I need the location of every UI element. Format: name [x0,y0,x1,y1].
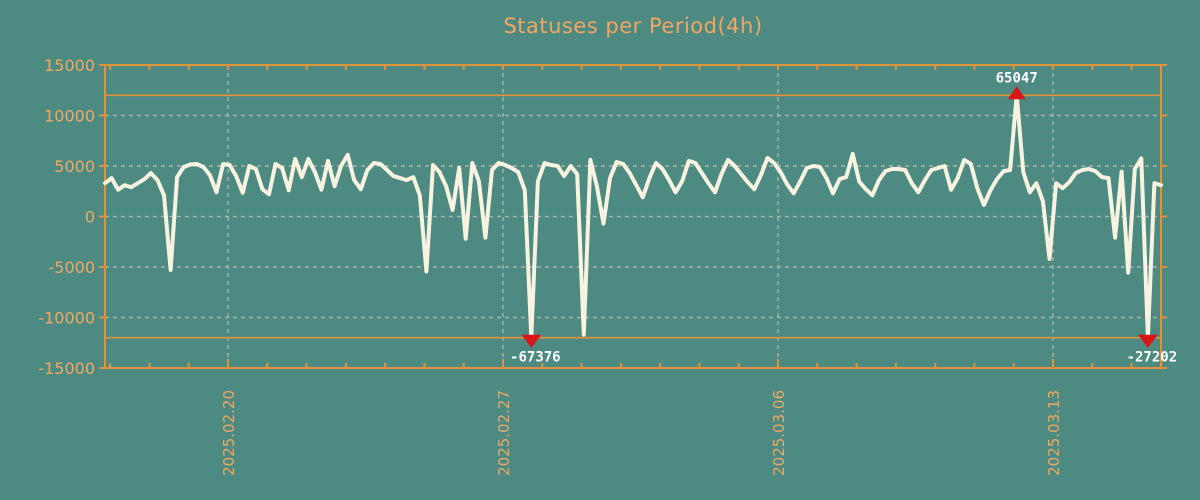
chart-title: Statuses per Period(4h) [503,14,763,38]
x-axis-label-2025.03.13: 2025.03.13 [1045,390,1063,476]
clip-marker-up-icon [1007,86,1026,100]
clip-marker-down-icon [1137,334,1158,348]
x-axis-label-2025.02.20: 2025.02.20 [220,390,238,476]
y-axis-label-10000: 10000 [44,107,95,126]
y-axis-label--5000: -5000 [49,258,96,277]
y-axis-label--10000: -10000 [38,309,95,328]
clip-marker-down-icon [521,334,542,348]
x-axis-label-2025.03.06: 2025.03.06 [770,390,788,476]
y-axis-label-0: 0 [85,208,95,227]
annotation-value--67376: -67376 [510,350,561,366]
annotation-value-65047: 65047 [996,70,1038,86]
x-axis-label-2025.02.27: 2025.02.27 [495,390,513,476]
annotation-value--27202: -27202 [1127,350,1178,366]
y-axis-label--15000: -15000 [38,359,95,378]
series-line [103,93,1163,340]
y-axis-label-5000: 5000 [54,157,95,176]
y-axis-label-15000: 15000 [44,56,95,75]
